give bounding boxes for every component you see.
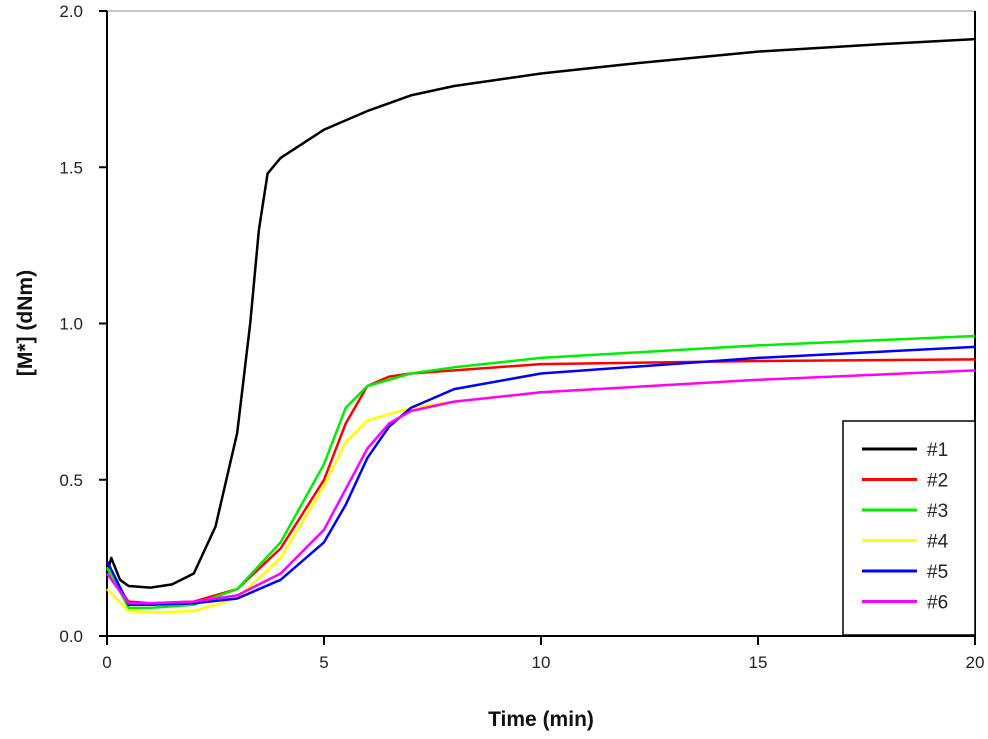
y-tick-label: 2.0 (59, 2, 83, 21)
series-line-3 (105, 334, 976, 610)
y-tick-label: 0.5 (59, 471, 83, 490)
series-line-1 (105, 37, 976, 589)
legend-label-5: #5 (927, 562, 948, 583)
legend-label-2: #2 (927, 471, 948, 492)
x-tick-label: 15 (749, 653, 768, 672)
legend: #1 #2 #3 #4 #5 #6 (842, 420, 976, 636)
series-line-5 (105, 345, 976, 607)
y-tick-label: 1.0 (59, 315, 83, 334)
legend-label-6: #6 (927, 593, 948, 614)
x-tick-label: 0 (102, 653, 111, 672)
y-axis-label: [M*] (dNm) (14, 270, 37, 376)
x-tick-label: 10 (532, 653, 551, 672)
legend-label-3: #3 (927, 501, 948, 522)
x-tick-label: 20 (966, 653, 985, 672)
x-axis-label: Time (min) (488, 708, 594, 731)
y-tick-label: 1.5 (59, 158, 83, 177)
series-line-6 (105, 369, 976, 605)
legend-box (842, 420, 976, 636)
legend-label-4: #4 (927, 532, 949, 553)
legend-label-1: #1 (927, 440, 948, 461)
x-tick-label: 5 (319, 653, 328, 672)
y-tick-label: 0.0 (59, 627, 83, 646)
